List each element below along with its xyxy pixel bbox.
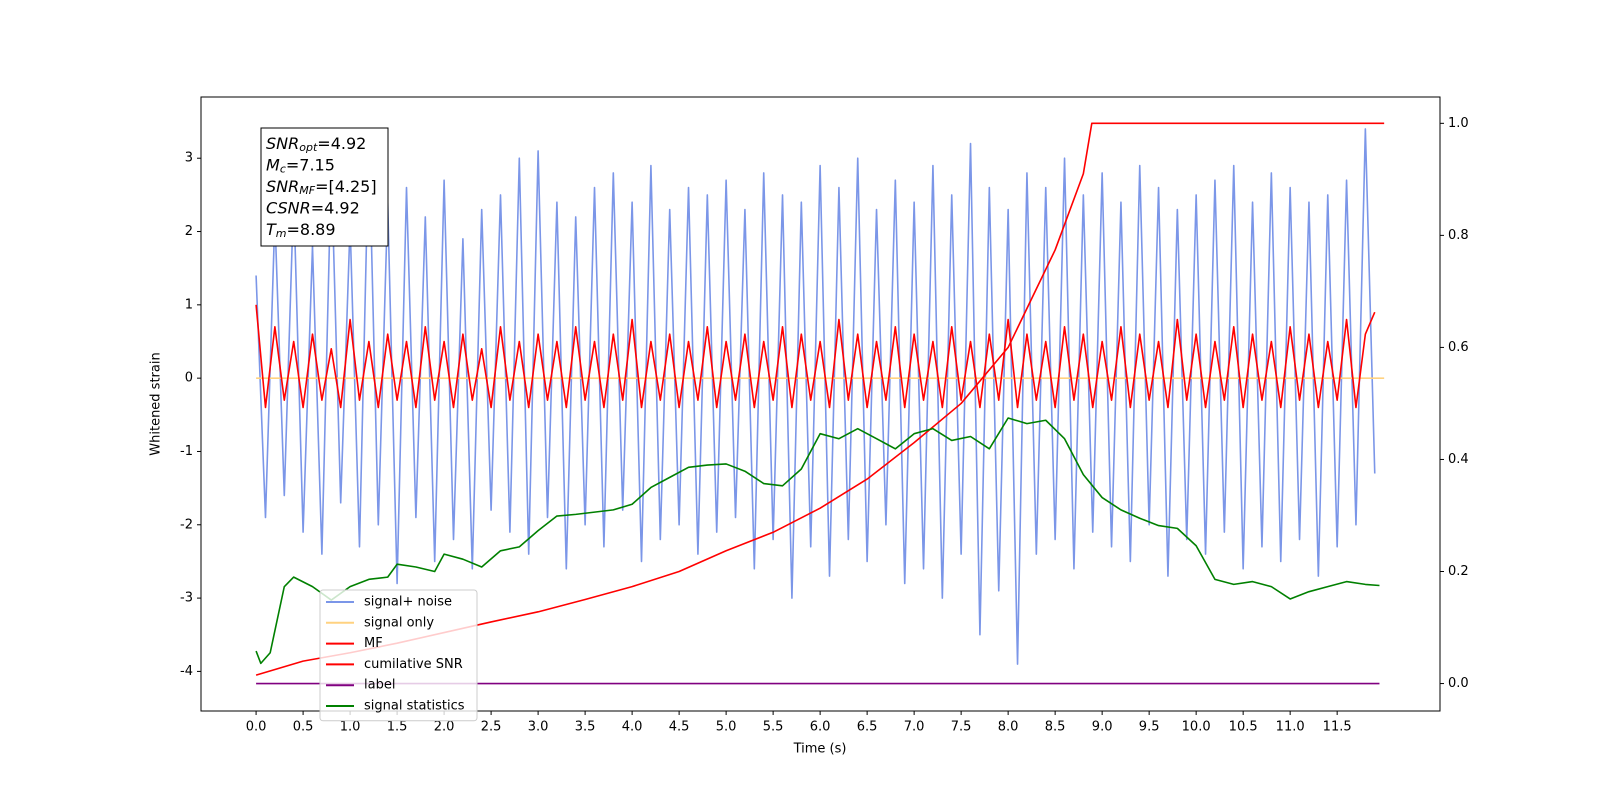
x-tick-label: 0.5 xyxy=(293,720,314,735)
y-tick-label: -4 xyxy=(180,664,193,679)
annotation-value: =[4.25] xyxy=(315,177,377,196)
x-tick-label: 4.0 xyxy=(622,720,643,735)
x-axis-label: Time (s) xyxy=(793,742,847,757)
x-tick-label: 3.5 xyxy=(575,720,596,735)
annotation-symbol: SNR xyxy=(266,134,299,153)
annotation-subscript: c xyxy=(280,163,286,176)
x-tick-label: 4.5 xyxy=(669,720,690,735)
x-tick-label: 1.0 xyxy=(340,720,361,735)
legend-label: signal only xyxy=(364,615,434,630)
annotation-value: =4.92 xyxy=(311,198,360,217)
legend-label: signal+ noise xyxy=(364,595,452,610)
x-tick-label: 2.5 xyxy=(481,720,502,735)
legend-label: MF xyxy=(364,636,383,651)
x-tick-label: 9.5 xyxy=(1139,720,1160,735)
y2-tick-label: 1.0 xyxy=(1448,116,1469,131)
annotation-symbol: M xyxy=(266,155,280,174)
x-tick-label: 6.0 xyxy=(810,720,831,735)
annotation-symbol: T xyxy=(266,220,277,239)
y-tick-label: -2 xyxy=(180,517,193,532)
x-tick-label: 11.0 xyxy=(1276,720,1305,735)
annotation-symbol: SNR xyxy=(266,177,299,196)
y-tick-label: -1 xyxy=(180,444,193,459)
x-tick-label: 8.0 xyxy=(998,720,1019,735)
y-tick-label: 2 xyxy=(185,224,193,239)
y-axis-label: Whitened strain xyxy=(149,352,164,455)
x-tick-label: 1.5 xyxy=(387,720,408,735)
legend-label: cumilative SNR xyxy=(364,657,463,672)
annotation: Mc=7.15 xyxy=(266,155,335,176)
x-tick-label: 2.0 xyxy=(434,720,455,735)
x-tick-label: 5.0 xyxy=(716,720,737,735)
x-tick-label: 6.5 xyxy=(857,720,878,735)
legend-frame xyxy=(319,589,478,722)
y-tick-label: 1 xyxy=(185,297,193,312)
annotation-value: =4.92 xyxy=(317,134,366,153)
series-line xyxy=(255,304,1376,409)
annotation-box: SNRopt=4.92Mc=7.15SNRMF=[4.25]CSNR=4.92T… xyxy=(260,127,389,247)
x-tick-label: 0.0 xyxy=(246,720,267,735)
y2-tick-label: 0.6 xyxy=(1448,340,1469,355)
legend-label: label xyxy=(364,678,395,693)
legend-label: signal statistics xyxy=(364,699,465,714)
annotation: SNRopt=4.92 xyxy=(266,134,366,155)
x-tick-label: 10.0 xyxy=(1182,720,1211,735)
annotation: Tm=8.89 xyxy=(266,220,336,241)
annotation-subscript: m xyxy=(276,227,287,240)
y-tick-label: 3 xyxy=(185,151,193,166)
series-line xyxy=(255,417,1380,665)
y2-tick-label: 0.8 xyxy=(1448,228,1469,243)
annotation-frame xyxy=(260,127,389,247)
x-tick-label: 8.5 xyxy=(1045,720,1066,735)
x-tick-label: 11.5 xyxy=(1323,720,1352,735)
x-tick-label: 7.0 xyxy=(904,720,925,735)
x-tick-label: 5.5 xyxy=(763,720,784,735)
x-tick-label: 3.0 xyxy=(528,720,549,735)
annotation: SNRMF=[4.25] xyxy=(266,177,377,198)
x-tick-label: 10.5 xyxy=(1229,720,1258,735)
y2-tick-label: 0.0 xyxy=(1448,676,1469,691)
y-tick-label: 0 xyxy=(185,371,193,386)
legend: signal+ noise signal only MF cumilative SNR… xyxy=(319,589,478,722)
y2-tick-label: 0.4 xyxy=(1448,452,1469,467)
annotation-subscript: opt xyxy=(299,141,318,154)
x-tick-label: 7.5 xyxy=(951,720,972,735)
annotation-symbol: CSNR xyxy=(266,198,311,217)
y-tick-label: -3 xyxy=(180,591,193,606)
annotation-value: =7.15 xyxy=(286,155,335,174)
annotation-value: =8.89 xyxy=(287,220,336,239)
series-line xyxy=(255,128,1376,665)
y2-tick-label: 0.2 xyxy=(1448,564,1469,579)
x-tick-label: 9.0 xyxy=(1092,720,1113,735)
annotation-subscript: MF xyxy=(299,184,315,197)
annotation: CSNR=4.92 xyxy=(266,198,360,217)
